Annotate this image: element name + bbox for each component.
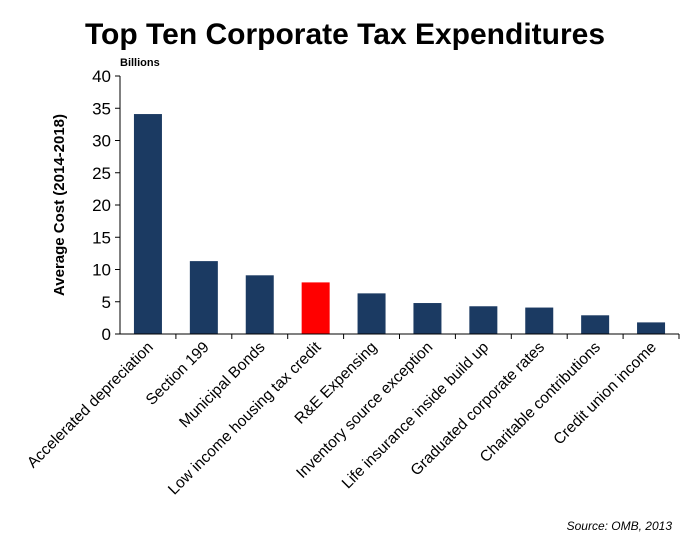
unit-label: Billions [120,57,160,69]
bar-6 [469,306,498,334]
bars [133,114,666,335]
bar-4 [357,293,386,334]
y-tick-label: 10 [92,261,111,280]
bar-7 [525,307,554,334]
bar-2 [245,275,274,334]
chart-title: Top Ten Corporate Tax Expenditures [85,18,605,51]
bar-1 [189,261,218,334]
source-note: Source: OMB, 2013 [567,519,673,533]
y-tick-label: 30 [92,132,111,151]
y-tick-label: 40 [92,67,111,86]
y-tick-label: 35 [92,99,111,118]
bar-5 [413,303,442,334]
y-tick-label: 5 [102,293,111,312]
bar-0 [133,114,162,335]
y-tick-label: 20 [92,196,111,215]
x-tick-label: Accelerated depreciation [24,339,157,472]
bar-9 [637,322,666,334]
x-tick-label: Credit union income [550,339,660,449]
bar-3 [301,282,330,334]
y-axis-label: Average Cost (2014-2018) [51,114,68,296]
y-tick-label: 0 [102,325,111,344]
bar-8 [581,315,610,334]
y-tick-label: 25 [92,164,111,183]
y-tick-label: 15 [92,228,111,247]
y-axis-ticks: 0 5 10 15 20 25 30 35 40 [92,67,120,344]
